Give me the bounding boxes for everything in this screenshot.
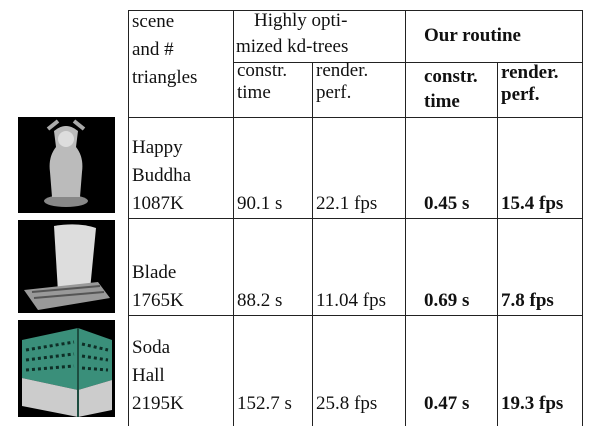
header-col: render. perf. — [316, 60, 369, 103]
value-text: 11.04 fps — [316, 290, 387, 311]
header-kd: Highly opti- mized kd-trees — [234, 8, 405, 60]
header-text: triangles — [132, 67, 198, 88]
thumbnail-soda-hall — [18, 320, 115, 417]
value-cell: 88.2 s — [234, 219, 312, 315]
value-text: 7.8 fps — [501, 290, 554, 311]
value-text: 22.1 fps — [316, 193, 378, 214]
scene-text: Buddha — [132, 165, 192, 186]
scene-text: 1765K — [132, 290, 184, 311]
header-col: constr. time — [237, 60, 288, 103]
scene-text: Soda — [132, 337, 170, 358]
scene-text: Blade — [132, 262, 177, 283]
value-text: 152.7 s — [237, 393, 292, 414]
header-text: scene — [132, 11, 175, 32]
value-text: 88.2 s — [237, 290, 283, 311]
header-text: mized kd-trees — [236, 36, 349, 57]
scene-cell: Soda Hall 2195K — [129, 316, 233, 418]
value-text: 90.1 s — [237, 193, 283, 214]
rule — [128, 117, 583, 118]
thumbnail-blade — [18, 220, 115, 313]
value-cell: 0.47 s — [406, 316, 497, 418]
scene-cell: Happy Buddha 1087K — [129, 118, 233, 218]
value-cell: 90.1 s — [234, 118, 312, 218]
rule — [128, 10, 129, 426]
header-text: Highly opti- — [254, 10, 348, 31]
rule — [312, 62, 313, 426]
value-cell: 7.8 fps — [498, 219, 582, 315]
rule — [128, 10, 583, 11]
rule — [582, 10, 583, 426]
value-text: 25.8 fps — [316, 393, 378, 414]
value-cell: 19.3 fps — [498, 316, 582, 418]
scene-text: Happy — [132, 137, 183, 158]
value-cell: 0.69 s — [406, 219, 497, 315]
rule — [233, 62, 583, 63]
value-cell: 22.1 fps — [313, 118, 405, 218]
value-text: 19.3 fps — [501, 393, 564, 414]
rule — [128, 218, 583, 219]
thumbnail-buddha — [18, 117, 115, 213]
value-text: 0.45 s — [424, 193, 470, 214]
value-cell: 11.04 fps — [313, 219, 405, 315]
scene-text: 2195K — [132, 393, 184, 414]
header-col: render. perf. — [501, 62, 559, 105]
value-text: 15.4 fps — [501, 193, 564, 214]
rule — [128, 315, 583, 316]
rule — [497, 62, 498, 426]
value-cell: 0.45 s — [406, 118, 497, 218]
rule — [405, 10, 406, 426]
scene-text: Hall — [132, 365, 165, 386]
header-col: constr. time — [424, 66, 478, 112]
value-cell: 15.4 fps — [498, 118, 582, 218]
value-text: 0.47 s — [424, 393, 470, 414]
scene-cell: Blade 1765K — [129, 219, 233, 315]
header-scene: scene and # triangles — [129, 8, 233, 92]
rule — [233, 10, 234, 426]
value-cell: 152.7 s — [234, 316, 312, 418]
scene-text: 1087K — [132, 193, 184, 214]
header-ours: Our routine — [424, 25, 521, 46]
value-cell: 25.8 fps — [313, 316, 405, 418]
value-text: 0.69 s — [424, 290, 470, 311]
header-text: and # — [132, 39, 174, 60]
